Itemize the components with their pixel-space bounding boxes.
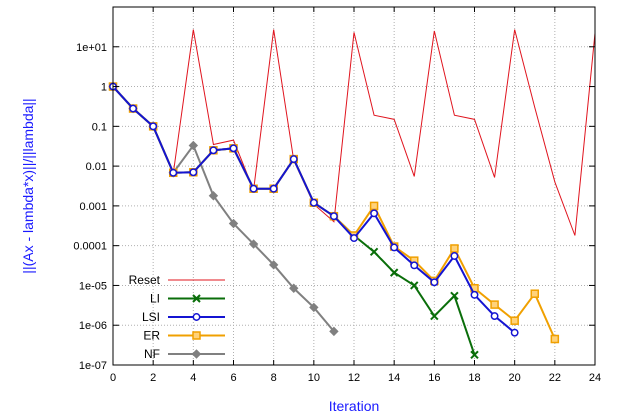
y-tick-label: 1e+01 [76, 42, 107, 54]
axis-ticks: 0 2 4 6 8 10 12 14 16 18 20 22 241e-071e-061e-050.00… [73, 7, 601, 384]
data-point-nf [268, 260, 279, 270]
legend: Reset LI LSI ER NF [129, 273, 225, 361]
series-reset [112, 29, 596, 236]
x-tick-label: 4 [190, 372, 196, 384]
series-line-reset [112, 29, 596, 236]
data-point-nf [309, 302, 319, 313]
data-point-lsi [450, 252, 459, 260]
legend-label-er: ER [143, 329, 160, 343]
data-point-lsi [229, 144, 238, 153]
data-point-lsi [129, 104, 138, 113]
data-point-nf [289, 283, 299, 293]
y-tick-label: 0.0001 [73, 241, 107, 253]
y-tick-label: 0.01 [86, 161, 107, 173]
y-tick-label: 0.001 [79, 201, 107, 213]
x-tick-label: 24 [589, 372, 601, 384]
y-tick-label: 0.1 [92, 121, 107, 133]
series-lsi [109, 82, 519, 337]
legend-item-li: LI [150, 292, 225, 306]
x-tick-label: 10 [308, 372, 320, 384]
legend-item-reset: Reset [129, 273, 225, 287]
x-tick-label: 0 [110, 372, 116, 384]
data-point-lsi [510, 328, 519, 337]
data-point-lsi [289, 155, 298, 164]
data-point-nf [329, 326, 339, 337]
data-point-lsi [249, 184, 258, 193]
data-point-li [389, 268, 399, 277]
data-point-nf [188, 140, 199, 151]
data-point-er [369, 201, 379, 211]
y-tick-label: 1 [101, 82, 107, 94]
x-tick-label: 14 [388, 372, 400, 384]
data-point-lsi [329, 212, 338, 221]
legend-marker-lsi [192, 313, 201, 321]
legend-label-li: LI [150, 292, 160, 306]
data-point-lsi [169, 168, 178, 177]
y-tick-label: 1e-05 [79, 280, 107, 292]
data-point-er [550, 334, 560, 344]
data-point-li [369, 247, 379, 257]
data-point-lsi [350, 234, 358, 243]
data-point-lsi [430, 278, 439, 287]
data-point-lsi [269, 184, 278, 193]
data-point-lsi [149, 122, 158, 131]
data-point-lsi [390, 243, 399, 252]
legend-label-nf: NF [144, 347, 160, 361]
series-layer [108, 29, 596, 360]
data-point-lsi [490, 312, 499, 321]
data-point-lsi [189, 168, 198, 177]
data-point-li [450, 291, 459, 300]
y-tick-label: 1e-07 [79, 360, 107, 372]
y-axis-title: ||(Ax - lambda*x)||/||lambda|| [20, 98, 36, 273]
legend-marker-nf [191, 349, 202, 359]
x-tick-label: 6 [230, 372, 236, 384]
x-tick-label: 22 [549, 372, 561, 384]
data-point-lsi [370, 209, 379, 218]
y-tick-label: 1e-06 [79, 320, 107, 332]
x-axis-title: Iteration [329, 398, 380, 414]
x-tick-label: 20 [509, 372, 521, 384]
legend-item-er: ER [143, 329, 225, 343]
x-tick-label: 8 [271, 372, 277, 384]
data-point-lsi [309, 198, 318, 207]
data-point-li [470, 350, 479, 360]
data-point-lsi [410, 261, 419, 270]
legend-marker-li [192, 294, 201, 303]
data-point-li [430, 311, 439, 321]
data-point-nf [228, 218, 239, 229]
data-point-er [510, 316, 519, 325]
data-point-er [450, 244, 459, 253]
x-tick-label: 12 [348, 372, 360, 384]
x-tick-label: 2 [150, 372, 156, 384]
data-point-lsi [209, 146, 218, 155]
data-point-nf [208, 191, 219, 201]
legend-label-lsi: LSI [142, 310, 160, 324]
legend-item-lsi: LSI [142, 310, 225, 324]
data-point-lsi [470, 290, 479, 299]
x-tick-label: 16 [428, 372, 440, 384]
data-point-li [410, 281, 419, 290]
legend-item-nf: NF [144, 347, 225, 361]
x-tick-label: 18 [468, 372, 480, 384]
data-point-er [530, 289, 539, 298]
legend-label-reset: Reset [129, 273, 161, 287]
data-point-er [490, 300, 499, 309]
grid-lines [113, 7, 595, 365]
data-point-nf [248, 239, 259, 249]
legend-marker-er [192, 331, 201, 340]
